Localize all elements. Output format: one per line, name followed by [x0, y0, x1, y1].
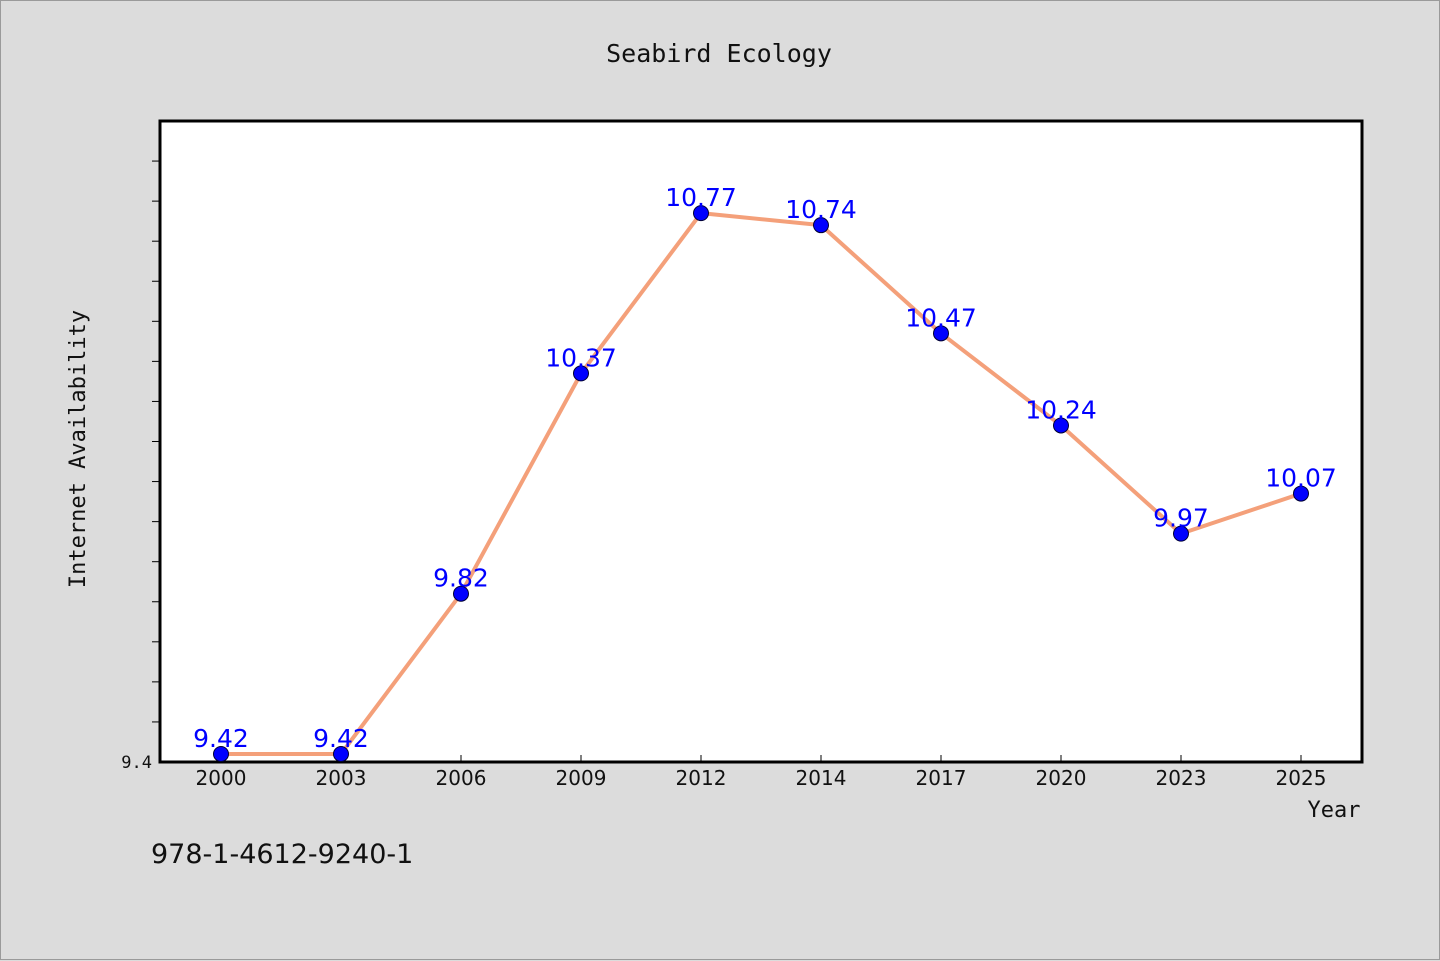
x-tick-label: 2014: [796, 766, 847, 790]
y-axis-ticks: 9.4: [121, 160, 160, 773]
x-tick-label: 2017: [916, 766, 967, 790]
data-point: [1053, 417, 1069, 434]
x-tick-label: 2003: [316, 766, 367, 790]
x-tick-label: 2025: [1276, 766, 1327, 790]
x-axis-ticks: 2000 2003 2006 2009 2012 2014 2017 2020 2023 2025: [196, 755, 1327, 790]
data-point: [693, 205, 709, 222]
data-point: [813, 217, 829, 234]
data-point: [213, 745, 229, 762]
data-point: [1173, 525, 1189, 542]
data-label: 9.42: [193, 724, 249, 753]
y-axis-label: Internet Availability: [66, 310, 91, 588]
isbn-text: 978-1-4612-9240-1: [151, 839, 413, 870]
data-labels: 9.42 9.42 9.82 10.37 10.77 10.74 10.47 10.24 9.9…: [193, 183, 1337, 753]
series-line-group: [221, 211, 1302, 756]
data-label: 10.47: [905, 303, 977, 332]
x-tick-label: 2006: [436, 766, 487, 790]
plot-area: [158, 119, 1364, 764]
data-label: 9.97: [1153, 504, 1209, 533]
x-tick-label: 2009: [556, 766, 607, 790]
data-label: 9.82: [433, 564, 489, 593]
data-label: 10.77: [665, 183, 737, 212]
data-markers: [213, 205, 1309, 762]
x-tick-label: 2020: [1036, 766, 1087, 790]
x-tick-label: 2000: [196, 766, 247, 790]
x-axis-label: Year: [1308, 798, 1361, 823]
data-point: [333, 745, 349, 762]
data-label: 9.42: [313, 724, 369, 753]
data-point: [1293, 485, 1309, 502]
x-tick-label: 2023: [1156, 766, 1207, 790]
series-line: [221, 211, 1302, 756]
x-tick-label: 2012: [676, 766, 727, 790]
data-point: [573, 365, 589, 382]
chart-title: Seabird Ecology: [606, 39, 832, 68]
data-point: [453, 585, 469, 602]
data-point: [933, 325, 949, 342]
data-label: 10.37: [545, 343, 617, 372]
y-tick-label: 9.4: [121, 753, 152, 773]
data-label: 10.74: [785, 195, 857, 224]
data-label: 10.07: [1265, 464, 1337, 493]
data-label: 10.24: [1025, 395, 1097, 424]
